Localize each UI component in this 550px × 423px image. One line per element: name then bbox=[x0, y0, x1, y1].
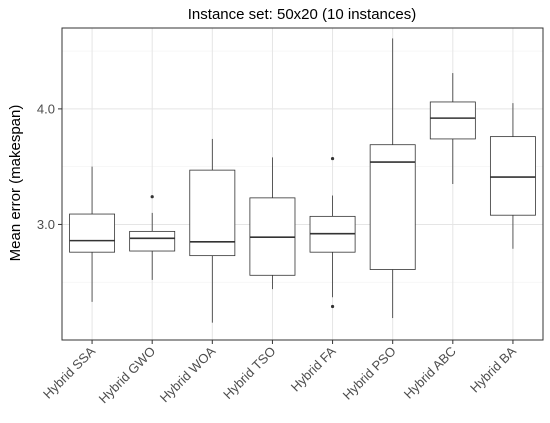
box-iqr bbox=[189, 169, 236, 257]
box-layer bbox=[69, 38, 536, 323]
chart-title: Instance set: 50x20 (10 instances) bbox=[188, 6, 416, 23]
x-tick-label: Hybrid FA bbox=[288, 343, 339, 394]
box-2 bbox=[129, 195, 176, 280]
x-tick-label: Hybrid GWO bbox=[96, 344, 159, 407]
y-axis-label: Mean error (makespan) bbox=[7, 105, 24, 262]
box-iqr bbox=[69, 213, 116, 253]
box-7 bbox=[429, 73, 476, 184]
box-1 bbox=[69, 166, 116, 302]
box-4 bbox=[249, 157, 296, 290]
box-5 bbox=[309, 156, 356, 309]
x-tick-label: Hybrid ABC bbox=[401, 344, 459, 402]
x-tick-label: Hybrid PSO bbox=[340, 344, 399, 403]
box-iqr bbox=[369, 144, 416, 270]
x-tick-label: Hybrid BA bbox=[467, 343, 519, 395]
grid-layer bbox=[62, 28, 543, 340]
y-tick-label: 4.0 bbox=[37, 101, 55, 116]
x-tick-label: Hybrid WOA bbox=[157, 343, 219, 405]
outlier-point bbox=[150, 195, 154, 199]
box-iqr bbox=[429, 101, 476, 140]
box-3 bbox=[189, 138, 236, 323]
x-tick-label: Hybrid SSA bbox=[40, 343, 98, 401]
y-tick-label: 3.0 bbox=[37, 217, 55, 232]
box-8 bbox=[489, 103, 536, 249]
outlier-point bbox=[330, 304, 335, 309]
plot-panel-border bbox=[61, 27, 544, 341]
outlier-point bbox=[330, 156, 335, 161]
x-tick-label: Hybrid TSO bbox=[220, 344, 278, 402]
box-6 bbox=[369, 38, 416, 319]
box-iqr bbox=[489, 136, 536, 216]
box-iqr bbox=[129, 230, 176, 252]
